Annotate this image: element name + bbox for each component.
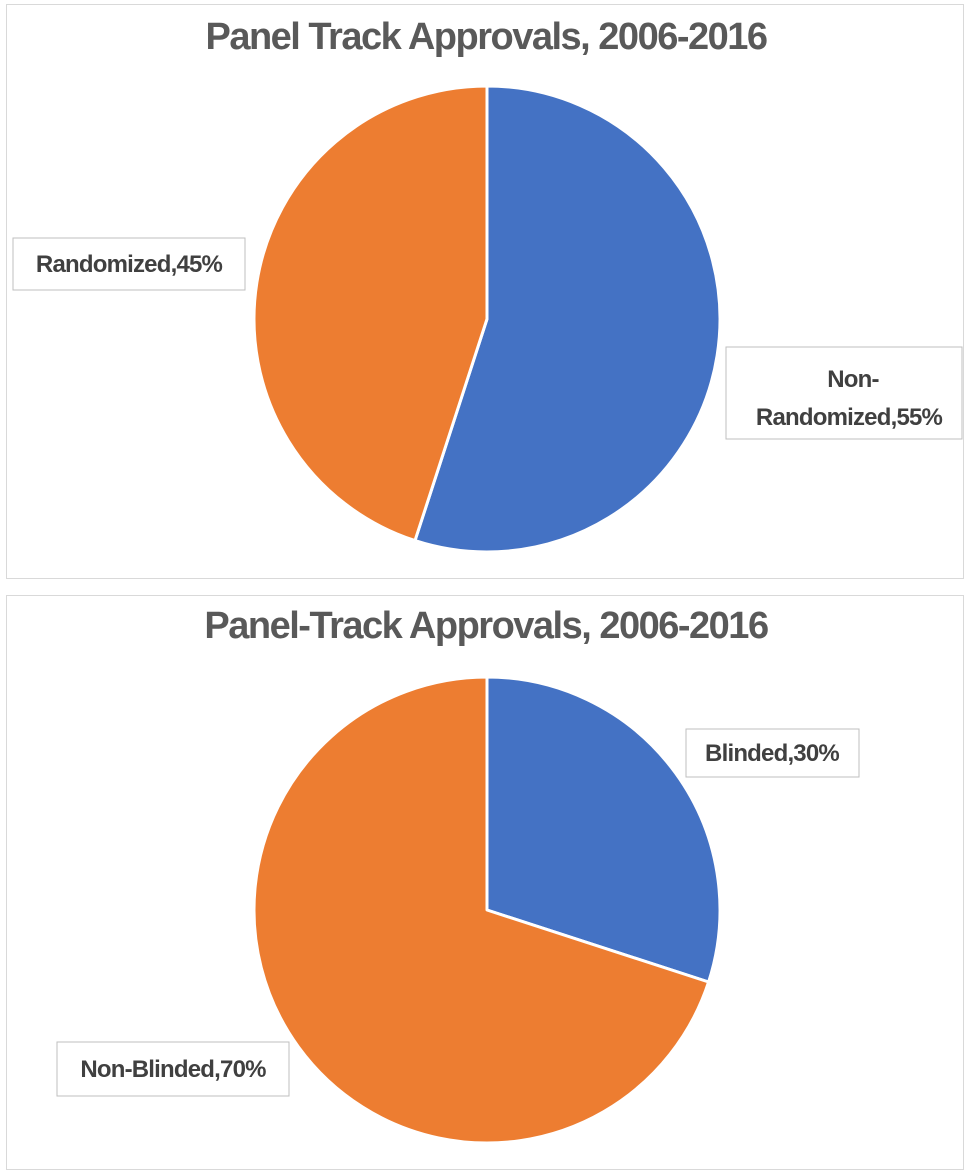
pie-chart-randomized: Panel Track Approvals, 2006-2016 Non- Ran… [12,16,963,554]
pie-slices [252,675,722,1145]
data-label-text: Non- [827,366,879,393]
data-label-text: Blinded,30% [705,740,839,767]
data-label-box [12,237,246,291]
data-label-text: Non-Blinded,70% [80,1056,266,1083]
data-label-randomized: Randomized,45% [12,237,246,291]
data-label-text: Randomized,55% [756,404,943,431]
chart-title: Panel-Track Approvals, 2006-2016 [204,605,768,647]
pie-slice-randomized [252,84,489,543]
data-label-text: Randomized,45% [36,251,223,278]
pie-slices [252,84,722,554]
pie-slice-blinded [485,675,722,984]
data-label-box [685,728,860,778]
data-label-non-randomized: Non- Randomized,55% [725,346,963,440]
chart-randomized: Panel Track Approvals, 2006-2016 Non- Ran… [6,4,964,579]
chart-blinded: Panel-Track Approvals, 2006-2016 Blinded… [6,595,964,1170]
pie-chart-blinded: Panel-Track Approvals, 2006-2016 Blinded… [56,605,860,1145]
pie-slice-non-randomized [413,84,722,554]
data-label-box [725,346,963,440]
chart-title: Panel Track Approvals, 2006-2016 [205,16,766,58]
data-label-box [56,1041,290,1097]
pie-slice-non-blinded [252,675,711,1145]
data-label-non-blinded: Non-Blinded,70% [56,1041,290,1097]
data-label-blinded: Blinded,30% [685,728,860,778]
